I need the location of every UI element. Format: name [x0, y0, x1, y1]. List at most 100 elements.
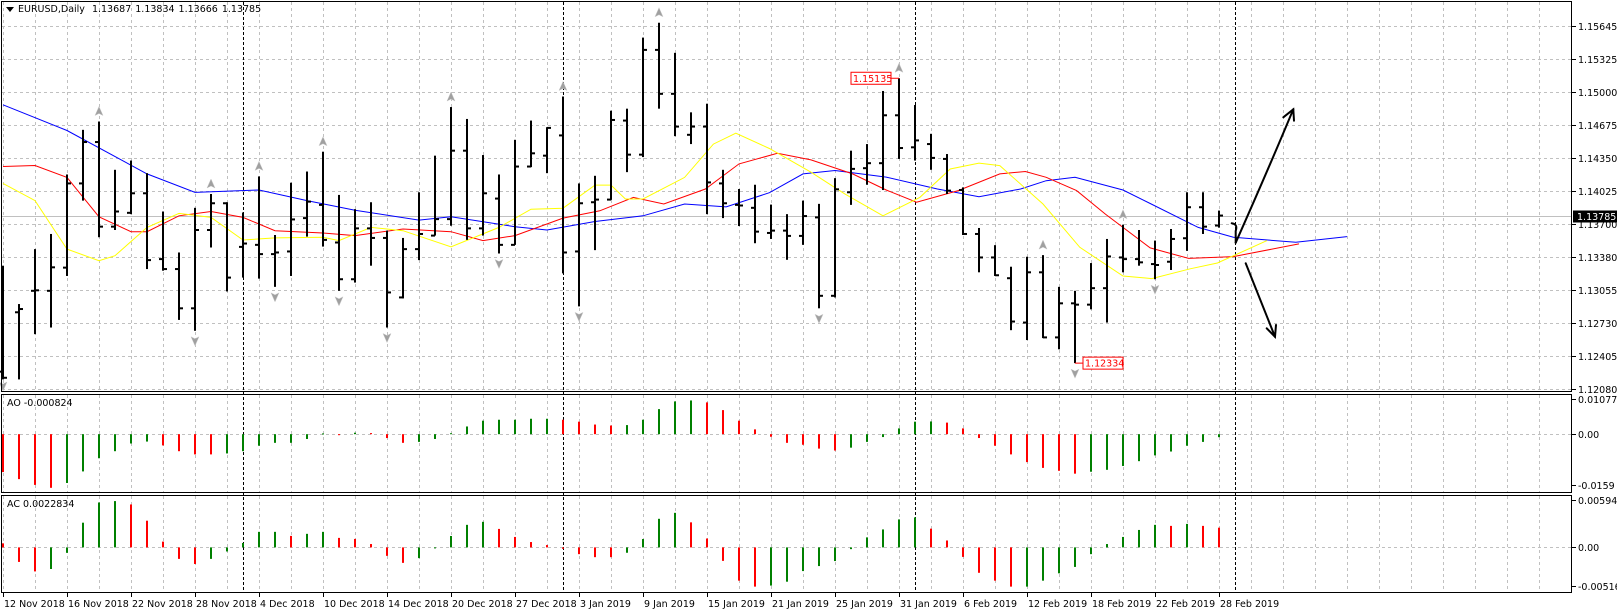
- ohlc-bar: [415, 192, 423, 261]
- main-panel-frame: [1, 1, 1572, 392]
- ohlc-bar: [879, 90, 887, 191]
- fractal-down-arrow-icon: [190, 336, 200, 347]
- close-value: 1.13785: [221, 4, 262, 15]
- ac-bar: [162, 541, 164, 548]
- ao-bar: [978, 434, 980, 439]
- ao-bar: [242, 434, 244, 452]
- ohlc-bar: [63, 174, 71, 276]
- ohlc-bar: [47, 233, 55, 328]
- ao-bar: [1218, 434, 1220, 438]
- ao-bar: [674, 401, 676, 435]
- up-arrow-head[interactable]: [1282, 107, 1295, 122]
- squiggle-line[interactable]: [1230, 222, 1238, 244]
- price-axis: 1.15645 1.15325 1.15000 1.14675 1.14350 1.140…: [1572, 22, 1617, 593]
- ohlc-bar: [287, 182, 295, 276]
- ac-bar: [194, 547, 196, 564]
- low-value: 1.13666: [178, 4, 218, 15]
- ohlc-bar: [591, 175, 599, 251]
- ac-bar: [354, 538, 356, 548]
- ac-bar: [674, 512, 676, 548]
- ac-bar: [802, 547, 804, 572]
- ac-bar: [466, 524, 468, 548]
- ohlc-bar: [671, 52, 679, 137]
- time-tick-label: 31 Jan 2019: [900, 599, 957, 610]
- ao-bar: [1074, 434, 1076, 474]
- ao-bar: [18, 434, 20, 480]
- ac-bar: [1026, 547, 1028, 587]
- ao-bar: [530, 418, 532, 435]
- ohlc-bar: [527, 120, 535, 168]
- ao-bar: [482, 420, 484, 435]
- ohlc-bar: [847, 150, 855, 205]
- ac-bar: [1058, 547, 1060, 574]
- fractal-markers: [0, 7, 1160, 392]
- price-tick-label: 1.13055: [1578, 286, 1617, 297]
- down-arrow-line[interactable]: [1244, 262, 1276, 338]
- time-tick-label: 10 Dec 2018: [324, 599, 385, 610]
- ac-bar: [242, 542, 244, 548]
- ac-bar: [2, 543, 4, 548]
- ac-bar: [18, 547, 20, 562]
- ac-bar: [1042, 547, 1044, 581]
- ac-bar: [130, 504, 132, 548]
- ac-bar: [962, 547, 964, 557]
- ao-bar: [194, 434, 196, 455]
- grid: [2, 2, 1572, 592]
- down-arrow-head[interactable]: [1265, 324, 1277, 339]
- time-tick-label: 22 Feb 2019: [1156, 599, 1215, 610]
- open-value: 1.13687: [91, 4, 132, 15]
- ao-histogram: [2, 400, 1220, 488]
- ac-bar: [866, 537, 868, 548]
- ac-bar: [290, 535, 292, 548]
- ohlc-bar: [1071, 290, 1079, 364]
- ao-bar: [130, 434, 132, 444]
- ao-bar: [706, 402, 708, 435]
- ao-bar: [562, 419, 564, 435]
- price-annotations: 1.15135 1.12334: [850, 71, 1124, 370]
- ac-bar: [626, 547, 628, 553]
- ac-bar: [642, 539, 644, 548]
- ao-bar: [770, 434, 772, 437]
- ao-bar: [626, 425, 628, 435]
- up-arrow-line[interactable]: [1234, 108, 1295, 244]
- ac-bar: [146, 520, 148, 548]
- dropdown-triangle-icon[interactable]: [6, 7, 14, 12]
- ac-bar: [434, 547, 436, 549]
- ac-bar: [754, 547, 756, 587]
- fractal-up-arrow-icon: [446, 91, 456, 102]
- time-tick-label: 27 Dec 2018: [516, 599, 577, 610]
- ac-bar: [530, 542, 532, 548]
- ac-bar: [1186, 523, 1188, 548]
- fractal-down-arrow-icon: [494, 258, 504, 270]
- ac-bar: [98, 502, 100, 548]
- ohlc-bar: [943, 154, 951, 195]
- fractal-down-arrow-icon: [814, 313, 824, 324]
- ohlc-bar: [1215, 210, 1223, 228]
- ac-bar: [418, 547, 420, 559]
- time-tick-label: 18 Feb 2019: [1092, 599, 1151, 610]
- ac-bar: [1202, 525, 1204, 548]
- annotation-box: [1082, 356, 1124, 370]
- ao-bar: [274, 434, 276, 443]
- time-tick-label: 9 Jan 2019: [644, 599, 695, 610]
- time-tick-label: 22 Nov 2018: [132, 599, 193, 610]
- ohlc-bar: [1167, 228, 1175, 270]
- ohlc-bar: [223, 202, 231, 292]
- current-price-label: 1.13785: [1577, 212, 1616, 223]
- ac-histogram: [2, 501, 1220, 587]
- ac-bar: [386, 547, 388, 556]
- ac-bar: [274, 531, 276, 548]
- price-tick-label: 1.14675: [1578, 121, 1617, 132]
- ohlc-bar: [1103, 238, 1111, 323]
- ao-panel-frame: [1, 394, 1572, 493]
- ao-bar: [466, 426, 468, 435]
- ohlc-bar: [1151, 240, 1159, 280]
- ac-bar: [1122, 536, 1124, 548]
- ac-bar: [322, 531, 324, 548]
- price-tick-label: 1.12405: [1578, 352, 1617, 363]
- ac-bar: [1090, 547, 1092, 555]
- ao-bar: [306, 434, 308, 439]
- trend-arrows[interactable]: [1230, 107, 1295, 339]
- ao-label: AO -0.000824: [7, 398, 73, 409]
